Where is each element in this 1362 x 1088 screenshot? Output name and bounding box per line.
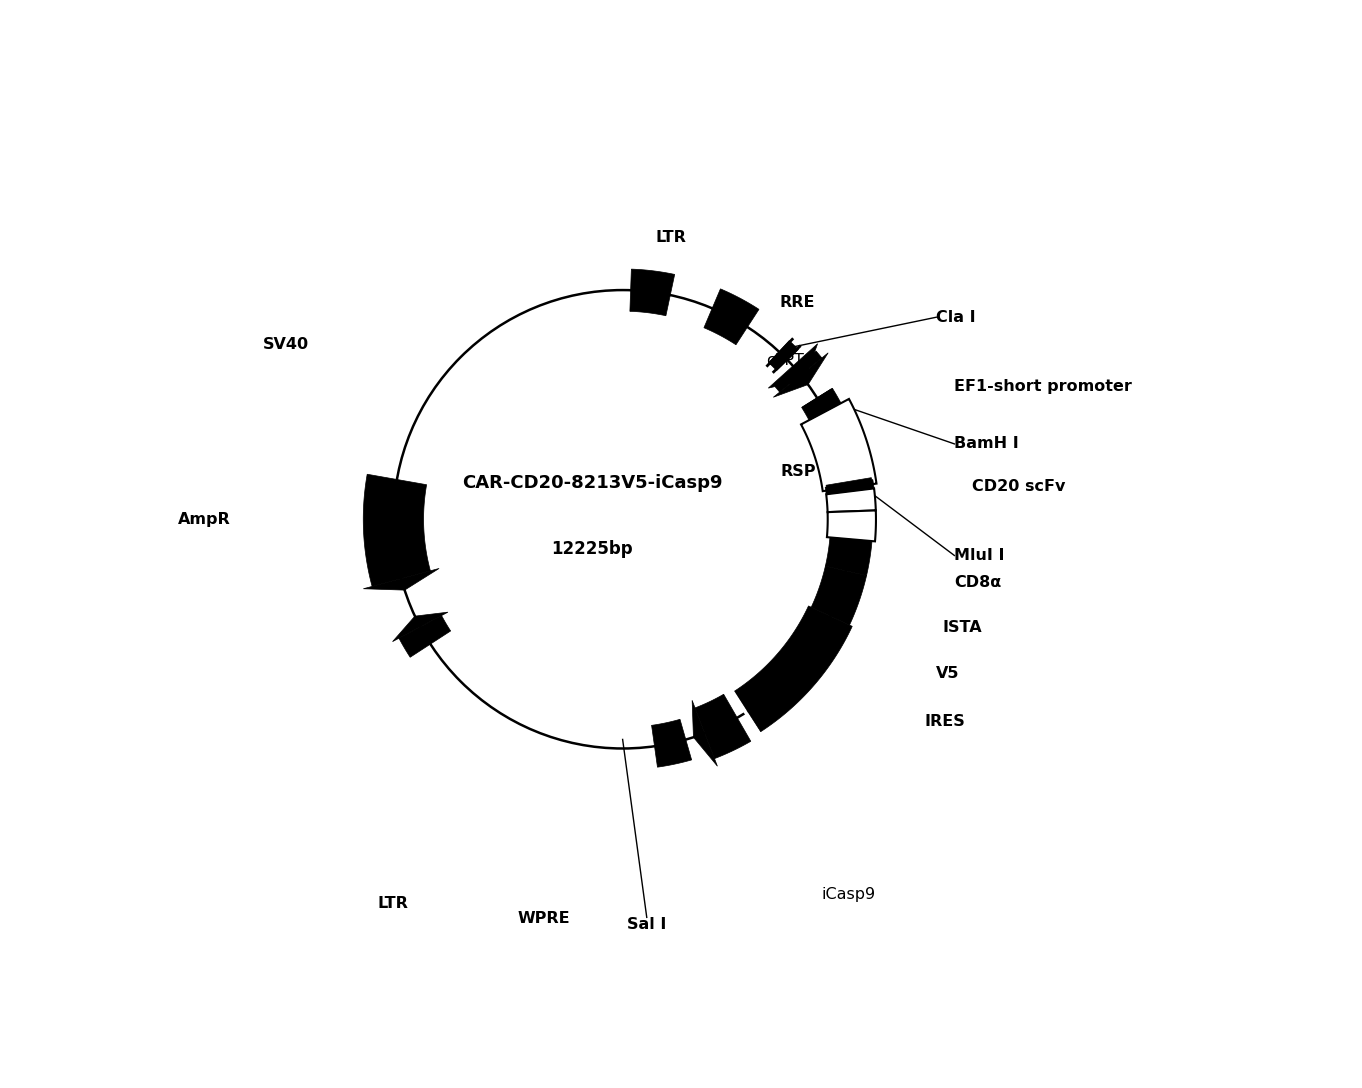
Polygon shape [734, 606, 853, 732]
Polygon shape [827, 510, 876, 542]
Polygon shape [812, 566, 866, 626]
Text: SV40: SV40 [263, 337, 309, 351]
Polygon shape [651, 719, 692, 767]
Text: WPRE: WPRE [518, 912, 571, 926]
Text: IRES: IRES [925, 714, 964, 729]
Polygon shape [392, 613, 448, 642]
Polygon shape [364, 474, 430, 586]
Text: CD8α: CD8α [955, 576, 1001, 590]
Polygon shape [802, 388, 840, 420]
Text: V5: V5 [936, 666, 960, 681]
Text: Sal I: Sal I [627, 917, 666, 932]
Text: LTR: LTR [655, 230, 686, 245]
Text: 12225bp: 12225bp [552, 541, 633, 558]
Polygon shape [827, 478, 873, 494]
Text: BamH I: BamH I [955, 436, 1019, 452]
Polygon shape [827, 489, 876, 512]
Polygon shape [399, 616, 451, 657]
Text: iCasp9: iCasp9 [821, 887, 876, 902]
Text: LTR: LTR [379, 897, 409, 912]
Text: CD20 scFv: CD20 scFv [972, 479, 1066, 494]
Text: RRE: RRE [779, 295, 814, 310]
Polygon shape [704, 289, 759, 345]
Polygon shape [629, 269, 674, 316]
Text: ISTA: ISTA [943, 620, 982, 635]
Text: AmpR: AmpR [178, 511, 230, 527]
Text: cPPT: cPPT [765, 354, 804, 369]
Polygon shape [825, 480, 874, 494]
Polygon shape [802, 388, 840, 420]
Polygon shape [695, 694, 750, 758]
Polygon shape [768, 344, 817, 388]
Text: Cla I: Cla I [936, 310, 977, 324]
Polygon shape [801, 399, 877, 491]
Polygon shape [692, 701, 718, 766]
Polygon shape [768, 341, 798, 371]
Polygon shape [775, 351, 821, 392]
Text: CAR-CD20-8213V5-iCasp9: CAR-CD20-8213V5-iCasp9 [462, 474, 723, 492]
Text: EF1-short promoter: EF1-short promoter [955, 379, 1132, 394]
Polygon shape [774, 353, 828, 397]
Text: MluI I: MluI I [955, 548, 1005, 562]
Text: RSP: RSP [780, 463, 816, 479]
Polygon shape [825, 537, 872, 576]
Polygon shape [364, 568, 439, 590]
